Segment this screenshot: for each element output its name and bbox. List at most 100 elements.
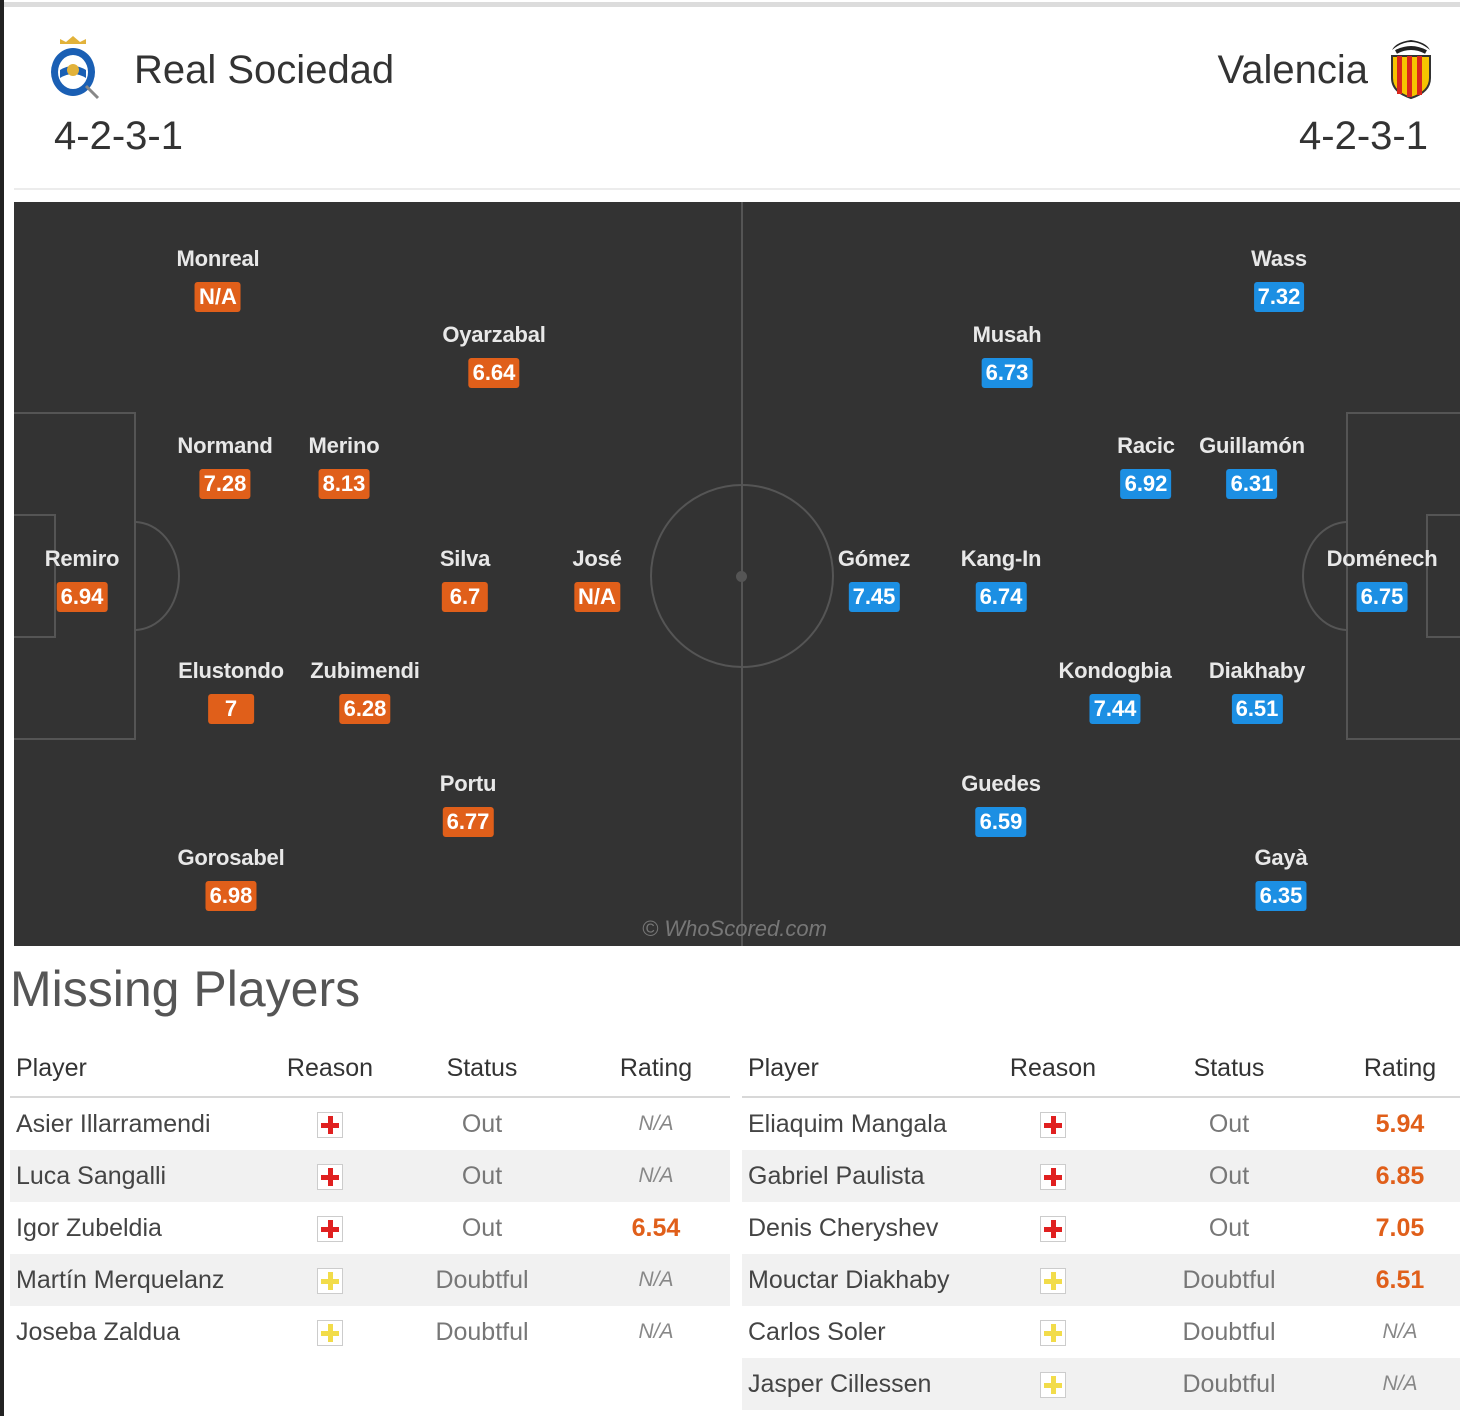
home-missing-table: Player Reason Status Rating Asier Illarr… — [10, 1040, 730, 1358]
player-rating-badge: 6.7 — [442, 582, 488, 612]
col-reason-header[interactable]: Reason — [278, 1040, 382, 1098]
player-rating-badge: 7.44 — [1089, 694, 1141, 724]
table-row: Mouctar Diakhaby Doubtful 6.51 — [742, 1254, 1460, 1306]
player-marker[interactable]: Elustondo 7 — [178, 658, 284, 724]
injury-icon[interactable] — [1040, 1215, 1066, 1242]
injury-icon[interactable] — [1040, 1163, 1066, 1190]
player-name: Monreal — [176, 246, 260, 271]
table-row: Denis Cheryshev Out 7.05 — [742, 1202, 1460, 1254]
reason-cell — [988, 1097, 1118, 1150]
rating-cell: 6.51 — [1340, 1254, 1460, 1306]
missing-player-name[interactable]: Luca Sangalli — [10, 1150, 278, 1202]
reason-cell — [278, 1306, 382, 1358]
missing-player-name[interactable]: Martín Merquelanz — [10, 1254, 278, 1306]
injury-icon[interactable] — [317, 1111, 343, 1138]
rating-cell: N/A — [638, 1112, 674, 1135]
player-marker[interactable]: Zubimendi 6.28 — [310, 658, 420, 724]
player-marker[interactable]: Musah 6.73 — [973, 322, 1042, 388]
player-rating-badge: 6.74 — [975, 582, 1027, 612]
reason-cell — [278, 1150, 382, 1202]
real-sociedad-crest-icon — [46, 34, 100, 105]
player-marker[interactable]: Diakhaby 6.51 — [1209, 658, 1305, 724]
player-marker[interactable]: Doménech 6.75 — [1327, 546, 1438, 612]
rating-cell: 6.54 — [631, 1213, 681, 1242]
home-team-name[interactable]: Real Sociedad — [134, 48, 395, 92]
player-marker[interactable]: Normand 7.28 — [177, 433, 273, 499]
player-marker[interactable]: Guillamón 6.31 — [1199, 433, 1305, 499]
table-row: Luca Sangalli Out N/A — [10, 1150, 730, 1202]
top-divider — [4, 2, 1460, 7]
missing-player-name[interactable]: Carlos Soler — [748, 1317, 886, 1346]
injury-icon[interactable] — [1040, 1111, 1066, 1138]
player-rating-badge: 6.59 — [975, 807, 1027, 837]
missing-player-name[interactable]: Gabriel Paulista — [742, 1150, 988, 1202]
col-reason-header[interactable]: Reason — [988, 1040, 1118, 1098]
player-marker[interactable]: Kang-In 6.74 — [961, 546, 1041, 612]
injury-icon[interactable] — [317, 1215, 343, 1242]
table-row: Igor Zubeldia Out 6.54 — [10, 1202, 730, 1254]
player-rating-badge: 7.45 — [848, 582, 900, 612]
player-marker[interactable]: Guedes 6.59 — [961, 771, 1041, 837]
rating-cell: N/A — [582, 1150, 730, 1202]
player-marker[interactable]: Silva 6.7 — [440, 546, 490, 612]
doubtful-icon[interactable] — [317, 1267, 343, 1294]
doubtful-icon[interactable] — [1040, 1319, 1066, 1346]
table-row: Jasper Cillessen Doubtful N/A — [742, 1358, 1460, 1410]
missing-player-name[interactable]: Asier Illarramendi — [16, 1109, 211, 1138]
table-row: Martín Merquelanz Doubtful N/A — [10, 1254, 730, 1306]
player-marker[interactable]: José N/A — [572, 546, 622, 612]
status-cell: Doubtful — [1118, 1358, 1340, 1410]
injury-icon[interactable] — [317, 1163, 343, 1190]
window-edge — [0, 0, 4, 1416]
valencia-crest-icon — [1386, 34, 1436, 105]
player-name: Racic — [1117, 433, 1175, 458]
table-row: Asier Illarramendi Out N/A — [10, 1097, 730, 1150]
player-marker[interactable]: Oyarzabal 6.64 — [442, 322, 546, 388]
player-rating-badge: 6.75 — [1356, 582, 1408, 612]
missing-player-name[interactable]: Joseba Zaldua — [16, 1317, 181, 1346]
player-marker[interactable]: Gómez 7.45 — [838, 546, 910, 612]
col-status-header[interactable]: Status — [1118, 1040, 1340, 1098]
reason-cell — [988, 1202, 1118, 1254]
player-name: Wass — [1251, 246, 1307, 271]
table-header-row: Player Reason Status Rating — [742, 1040, 1460, 1098]
missing-player-name[interactable]: Eliaquim Mangala — [748, 1109, 947, 1138]
missing-player-name[interactable]: Igor Zubeldia — [16, 1213, 162, 1242]
away-team-name[interactable]: Valencia — [1217, 48, 1368, 92]
player-rating-badge: 6.28 — [339, 694, 391, 724]
status-cell: Out — [461, 1213, 503, 1242]
player-name: Doménech — [1326, 546, 1438, 571]
player-name: Portu — [439, 771, 497, 796]
player-marker[interactable]: Gayà 6.35 — [1254, 845, 1308, 911]
col-rating-header[interactable]: Rating — [582, 1040, 730, 1098]
player-name: Oyarzabal — [442, 322, 546, 347]
player-rating-badge: 7 — [208, 694, 254, 724]
player-marker[interactable]: Monreal N/A — [177, 246, 260, 312]
col-player-header[interactable]: Player — [742, 1040, 988, 1098]
doubtful-icon[interactable] — [1040, 1267, 1066, 1294]
doubtful-icon[interactable] — [317, 1319, 343, 1346]
watermark: © WhoScored.com — [642, 916, 827, 941]
player-name: Remiro — [44, 546, 120, 571]
missing-player-name[interactable]: Jasper Cillessen — [742, 1358, 988, 1410]
doubtful-icon[interactable] — [1040, 1371, 1066, 1398]
player-marker[interactable]: Merino 8.13 — [309, 433, 380, 499]
away-penalty-area — [1346, 412, 1460, 740]
missing-player-name[interactable]: Denis Cheryshev — [748, 1213, 939, 1242]
missing-player-name[interactable]: Mouctar Diakhaby — [742, 1254, 988, 1306]
rating-cell: N/A — [638, 1320, 674, 1343]
player-rating-badge: 6.31 — [1226, 469, 1278, 499]
col-status-header[interactable]: Status — [382, 1040, 582, 1098]
player-marker[interactable]: Remiro 6.94 — [45, 546, 120, 612]
table-row: Eliaquim Mangala Out 5.94 — [742, 1097, 1460, 1150]
player-marker[interactable]: Kondogbia 7.44 — [1058, 658, 1172, 724]
player-name: Gómez — [837, 546, 911, 571]
reason-cell — [988, 1306, 1118, 1358]
table-row: Carlos Soler Doubtful N/A — [742, 1306, 1460, 1358]
col-player-header[interactable]: Player — [10, 1040, 278, 1098]
col-rating-header[interactable]: Rating — [1340, 1040, 1460, 1098]
player-marker[interactable]: Racic 6.92 — [1117, 433, 1175, 499]
player-marker[interactable]: Gorosabel 6.98 — [177, 845, 285, 911]
player-marker[interactable]: Portu 6.77 — [440, 771, 496, 837]
player-marker[interactable]: Wass 7.32 — [1251, 246, 1307, 312]
